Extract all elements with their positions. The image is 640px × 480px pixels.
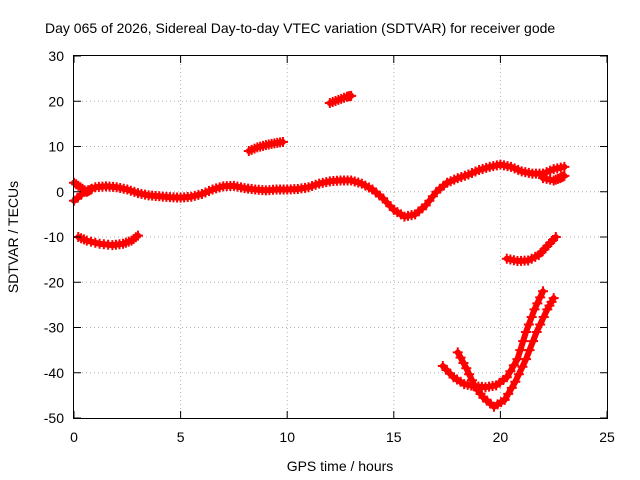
data-point bbox=[523, 319, 534, 330]
data-point bbox=[506, 382, 517, 393]
series-line bbox=[71, 161, 568, 220]
data-point bbox=[524, 345, 535, 356]
data-point bbox=[535, 319, 546, 330]
data-point bbox=[510, 376, 521, 387]
data-point bbox=[535, 292, 546, 303]
y-tick-label: -30 bbox=[44, 320, 64, 336]
data-point bbox=[518, 336, 529, 347]
series-arc-e bbox=[324, 90, 357, 109]
data-point bbox=[559, 170, 570, 181]
data-layer bbox=[69, 90, 570, 412]
data-point bbox=[529, 304, 540, 315]
data-point bbox=[455, 352, 466, 363]
series-arc-d bbox=[243, 136, 288, 157]
data-point bbox=[532, 298, 543, 309]
y-tick-label: 10 bbox=[48, 139, 64, 155]
series-arc-h bbox=[452, 293, 559, 412]
data-point bbox=[277, 136, 288, 147]
data-point bbox=[505, 366, 516, 377]
series-arc-f bbox=[501, 232, 561, 266]
data-point bbox=[548, 293, 559, 304]
data-point bbox=[513, 369, 524, 380]
data-point bbox=[499, 394, 510, 405]
x-tick-label: 25 bbox=[599, 429, 615, 445]
data-point bbox=[531, 327, 542, 338]
data-point bbox=[461, 363, 472, 374]
data-point bbox=[464, 369, 475, 380]
x-tick-label: 0 bbox=[70, 429, 78, 445]
y-tick-label: 20 bbox=[48, 93, 64, 109]
data-point bbox=[528, 336, 539, 347]
y-tick-label: -40 bbox=[44, 365, 64, 381]
data-point bbox=[512, 354, 523, 365]
data-point bbox=[503, 388, 514, 399]
y-tick-label: 30 bbox=[48, 48, 64, 64]
y-tick-label: -50 bbox=[44, 410, 64, 426]
x-tick-label: 20 bbox=[493, 429, 509, 445]
data-point bbox=[520, 354, 531, 365]
data-point bbox=[538, 286, 549, 297]
data-point bbox=[550, 232, 561, 242]
x-tick-label: 10 bbox=[279, 429, 295, 445]
data-point bbox=[86, 184, 97, 195]
series-arc-main bbox=[69, 159, 570, 222]
data-point bbox=[515, 345, 526, 356]
y-tick-label: 0 bbox=[56, 184, 64, 200]
series-arc-g bbox=[437, 286, 549, 393]
data-point bbox=[538, 311, 549, 322]
data-point bbox=[501, 372, 512, 383]
y-tick-label: -10 bbox=[44, 229, 64, 245]
data-point bbox=[466, 375, 477, 386]
data-point bbox=[452, 347, 463, 358]
data-point bbox=[508, 360, 519, 371]
series-line bbox=[439, 288, 546, 391]
data-point bbox=[517, 361, 528, 372]
x-axis-label: GPS time / hours bbox=[287, 458, 394, 474]
ticks: 0 5 10 15 20 25 30 20 10 0 -10 -20 -30 -40 -50 bbox=[44, 48, 615, 445]
data-point bbox=[346, 90, 357, 101]
y-axis-label: SDTVAR / TECUs bbox=[5, 181, 21, 293]
series-arc-c bbox=[73, 230, 143, 251]
data-point bbox=[526, 311, 537, 322]
data-point bbox=[520, 327, 531, 338]
data-point bbox=[458, 357, 469, 368]
plot-frame bbox=[73, 55, 608, 419]
data-point bbox=[559, 161, 570, 172]
x-tick-label: 15 bbox=[386, 429, 402, 445]
series-arc-b bbox=[538, 170, 570, 186]
data-point bbox=[130, 232, 141, 243]
x-tick-label: 5 bbox=[177, 429, 185, 445]
data-point bbox=[132, 230, 143, 241]
y-tick-label: -20 bbox=[44, 274, 64, 290]
chart-title: Day 065 of 2026, Sidereal Day-to-day VTE… bbox=[45, 20, 555, 36]
